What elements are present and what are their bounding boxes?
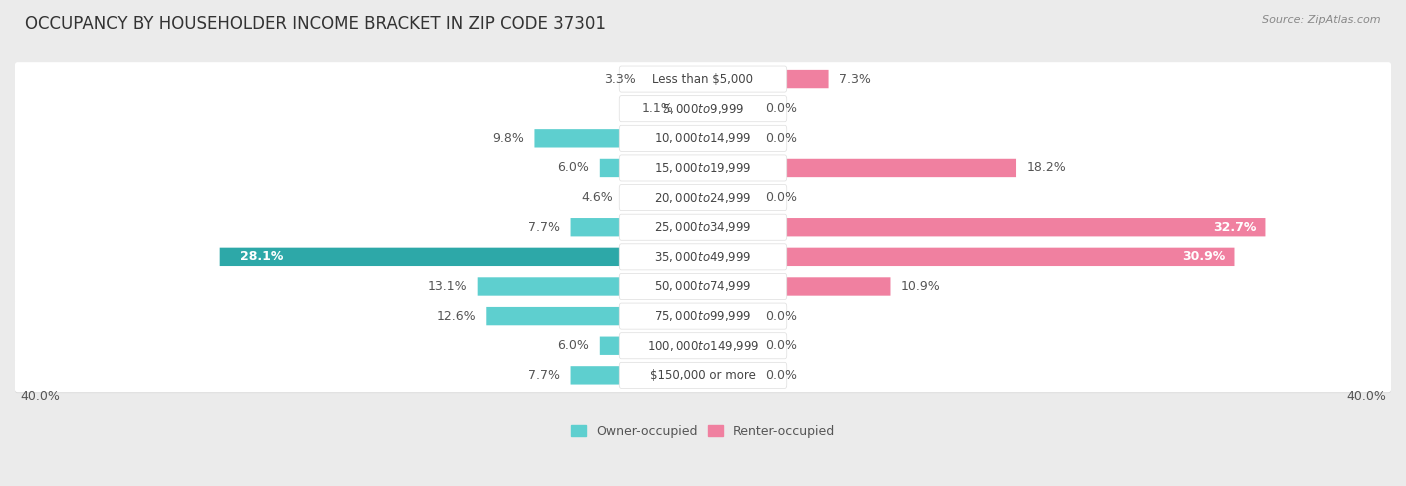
FancyBboxPatch shape — [14, 300, 1392, 334]
Text: 3.3%: 3.3% — [605, 72, 636, 86]
FancyBboxPatch shape — [14, 329, 1392, 363]
Legend: Owner-occupied, Renter-occupied: Owner-occupied, Renter-occupied — [567, 420, 839, 443]
FancyBboxPatch shape — [703, 366, 755, 384]
Text: Source: ZipAtlas.com: Source: ZipAtlas.com — [1263, 15, 1381, 25]
FancyBboxPatch shape — [14, 359, 1392, 392]
FancyBboxPatch shape — [14, 151, 1392, 185]
Text: 0.0%: 0.0% — [765, 339, 797, 352]
FancyBboxPatch shape — [703, 129, 755, 148]
FancyBboxPatch shape — [619, 96, 787, 122]
Text: 28.1%: 28.1% — [240, 250, 284, 263]
FancyBboxPatch shape — [703, 70, 828, 88]
FancyBboxPatch shape — [703, 100, 755, 118]
FancyBboxPatch shape — [14, 63, 1392, 97]
FancyBboxPatch shape — [619, 303, 787, 329]
Text: $150,000 or more: $150,000 or more — [650, 369, 756, 382]
Text: $15,000 to $19,999: $15,000 to $19,999 — [654, 161, 752, 175]
FancyBboxPatch shape — [14, 122, 1392, 155]
FancyBboxPatch shape — [703, 337, 755, 355]
FancyBboxPatch shape — [14, 92, 1392, 125]
Text: 30.9%: 30.9% — [1182, 250, 1226, 263]
FancyBboxPatch shape — [14, 241, 1392, 275]
FancyBboxPatch shape — [619, 155, 787, 181]
FancyBboxPatch shape — [14, 270, 1392, 303]
Text: 7.7%: 7.7% — [529, 369, 560, 382]
Text: $20,000 to $24,999: $20,000 to $24,999 — [654, 191, 752, 205]
Text: 6.0%: 6.0% — [558, 161, 589, 174]
Text: $50,000 to $74,999: $50,000 to $74,999 — [654, 279, 752, 294]
Text: 0.0%: 0.0% — [765, 102, 797, 115]
Text: $25,000 to $34,999: $25,000 to $34,999 — [654, 220, 752, 234]
FancyBboxPatch shape — [478, 278, 703, 295]
Text: 6.0%: 6.0% — [558, 339, 589, 352]
FancyBboxPatch shape — [703, 218, 1265, 236]
Text: 0.0%: 0.0% — [765, 132, 797, 145]
FancyBboxPatch shape — [571, 218, 703, 236]
FancyBboxPatch shape — [703, 307, 755, 325]
FancyBboxPatch shape — [14, 211, 1392, 245]
Text: 0.0%: 0.0% — [765, 191, 797, 204]
FancyBboxPatch shape — [14, 62, 1392, 96]
FancyBboxPatch shape — [14, 182, 1392, 215]
FancyBboxPatch shape — [619, 66, 787, 92]
FancyBboxPatch shape — [619, 185, 787, 210]
Text: 0.0%: 0.0% — [765, 369, 797, 382]
FancyBboxPatch shape — [14, 152, 1392, 186]
FancyBboxPatch shape — [624, 189, 703, 207]
FancyBboxPatch shape — [486, 307, 703, 325]
FancyBboxPatch shape — [14, 271, 1392, 304]
FancyBboxPatch shape — [703, 189, 755, 207]
FancyBboxPatch shape — [619, 214, 787, 240]
FancyBboxPatch shape — [14, 240, 1392, 274]
Text: $5,000 to $9,999: $5,000 to $9,999 — [662, 102, 744, 116]
Text: 32.7%: 32.7% — [1213, 221, 1257, 234]
FancyBboxPatch shape — [219, 248, 703, 266]
Text: 40.0%: 40.0% — [1346, 390, 1386, 403]
FancyBboxPatch shape — [14, 330, 1392, 364]
FancyBboxPatch shape — [14, 122, 1392, 156]
Text: $75,000 to $99,999: $75,000 to $99,999 — [654, 309, 752, 323]
FancyBboxPatch shape — [619, 274, 787, 299]
Text: 40.0%: 40.0% — [20, 390, 60, 403]
Text: OCCUPANCY BY HOUSEHOLDER INCOME BRACKET IN ZIP CODE 37301: OCCUPANCY BY HOUSEHOLDER INCOME BRACKET … — [25, 15, 606, 33]
Text: 1.1%: 1.1% — [643, 102, 673, 115]
Text: 0.0%: 0.0% — [765, 310, 797, 323]
Text: 7.7%: 7.7% — [529, 221, 560, 234]
Text: 4.6%: 4.6% — [582, 191, 613, 204]
FancyBboxPatch shape — [685, 100, 703, 118]
Text: 10.9%: 10.9% — [901, 280, 941, 293]
FancyBboxPatch shape — [619, 125, 787, 151]
Text: 13.1%: 13.1% — [427, 280, 467, 293]
FancyBboxPatch shape — [600, 159, 703, 177]
FancyBboxPatch shape — [14, 93, 1392, 126]
FancyBboxPatch shape — [619, 333, 787, 359]
FancyBboxPatch shape — [14, 299, 1392, 333]
Text: 9.8%: 9.8% — [492, 132, 524, 145]
Text: 18.2%: 18.2% — [1026, 161, 1066, 174]
FancyBboxPatch shape — [703, 278, 890, 295]
FancyBboxPatch shape — [534, 129, 703, 148]
Text: $100,000 to $149,999: $100,000 to $149,999 — [647, 339, 759, 353]
Text: 12.6%: 12.6% — [436, 310, 477, 323]
FancyBboxPatch shape — [14, 181, 1392, 214]
FancyBboxPatch shape — [600, 337, 703, 355]
Text: 7.3%: 7.3% — [839, 72, 870, 86]
Text: $10,000 to $14,999: $10,000 to $14,999 — [654, 131, 752, 145]
Text: $35,000 to $49,999: $35,000 to $49,999 — [654, 250, 752, 264]
FancyBboxPatch shape — [571, 366, 703, 384]
Text: Less than $5,000: Less than $5,000 — [652, 72, 754, 86]
FancyBboxPatch shape — [619, 244, 787, 270]
FancyBboxPatch shape — [703, 248, 1234, 266]
FancyBboxPatch shape — [647, 70, 703, 88]
FancyBboxPatch shape — [14, 210, 1392, 244]
FancyBboxPatch shape — [14, 359, 1392, 393]
FancyBboxPatch shape — [619, 363, 787, 388]
FancyBboxPatch shape — [703, 159, 1017, 177]
